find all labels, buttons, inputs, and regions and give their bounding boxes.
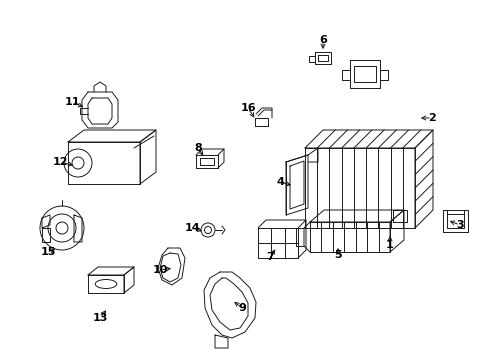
Text: 11: 11 — [64, 97, 80, 107]
Text: 12: 12 — [52, 157, 68, 167]
Text: 3: 3 — [455, 220, 463, 230]
Text: 6: 6 — [318, 35, 326, 45]
Text: 2: 2 — [427, 113, 435, 123]
Text: 10: 10 — [152, 265, 167, 275]
Text: 16: 16 — [240, 103, 255, 113]
Text: 9: 9 — [238, 303, 245, 313]
Text: 13: 13 — [92, 313, 107, 323]
Text: 15: 15 — [40, 247, 56, 257]
Text: 7: 7 — [265, 252, 273, 262]
Text: 5: 5 — [333, 250, 341, 260]
Text: 1: 1 — [386, 240, 393, 250]
Text: 14: 14 — [185, 223, 201, 233]
Text: 4: 4 — [276, 177, 284, 187]
Text: 8: 8 — [194, 143, 202, 153]
